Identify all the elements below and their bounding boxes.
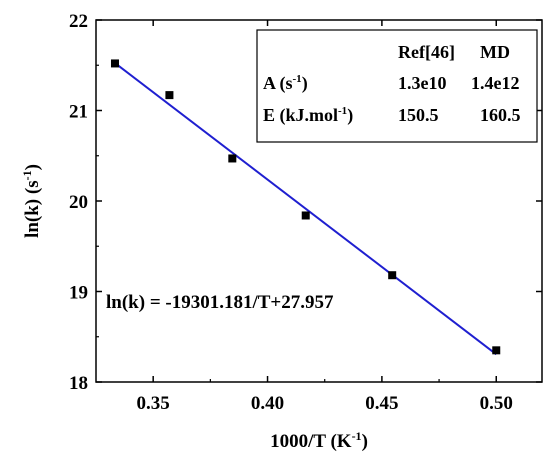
fit-line	[114, 62, 497, 356]
data-point	[165, 91, 174, 100]
y-tick-label: 18	[69, 373, 88, 394]
x-tick-label: 0.50	[480, 393, 513, 414]
y-tick-label: 20	[69, 192, 88, 213]
x-axis-label-sup: -1	[352, 429, 362, 443]
table-row-e-ref: 150.5	[398, 105, 439, 125]
table-row-a-ref: 1.3e10	[398, 73, 447, 93]
table-border	[256, 29, 538, 143]
y-tick-label: 21	[69, 102, 88, 123]
fit-equation: ln(k) = -19301.181/T+27.957	[106, 292, 334, 313]
table-row-e-md: 160.5	[480, 105, 521, 125]
x-axis-label: 1000/T (K-1)	[270, 429, 368, 452]
y-tick-label: 19	[69, 283, 88, 304]
x-tick-label: 0.35	[137, 393, 170, 414]
data-point	[301, 211, 310, 220]
table-row-a-sup: -1	[293, 73, 302, 85]
data-point	[492, 346, 501, 355]
table-row-e-sup: -1	[338, 105, 347, 117]
y-axis-label: ln(k) (s-1)	[20, 164, 43, 238]
table-header-ref: Ref[46]	[398, 42, 455, 62]
y-axis-ticks: 18 19 20 21 22	[69, 11, 542, 394]
y-tick-label: 22	[69, 11, 88, 32]
table-row-a-label: A (s-1)	[263, 73, 308, 94]
data-points	[110, 59, 501, 355]
y-axis-label-sup: -1	[20, 170, 34, 180]
data-point	[388, 271, 397, 280]
x-tick-label: 0.40	[251, 393, 284, 414]
x-axis-ticks: 0.35 0.40 0.45 0.50	[137, 20, 513, 414]
data-point	[110, 59, 119, 68]
x-tick-label: 0.45	[365, 393, 398, 414]
table-row-a-md: 1.4e12	[471, 73, 520, 93]
parameter-table: Ref[46] MD A (s-1) 1.3e10 1.4e12 E (kJ.m…	[256, 29, 538, 143]
table-header-md: MD	[480, 42, 510, 62]
data-point	[228, 154, 237, 163]
table-row-e-label: E (kJ.mol-1)	[263, 105, 353, 126]
fit-line-group	[114, 62, 497, 356]
